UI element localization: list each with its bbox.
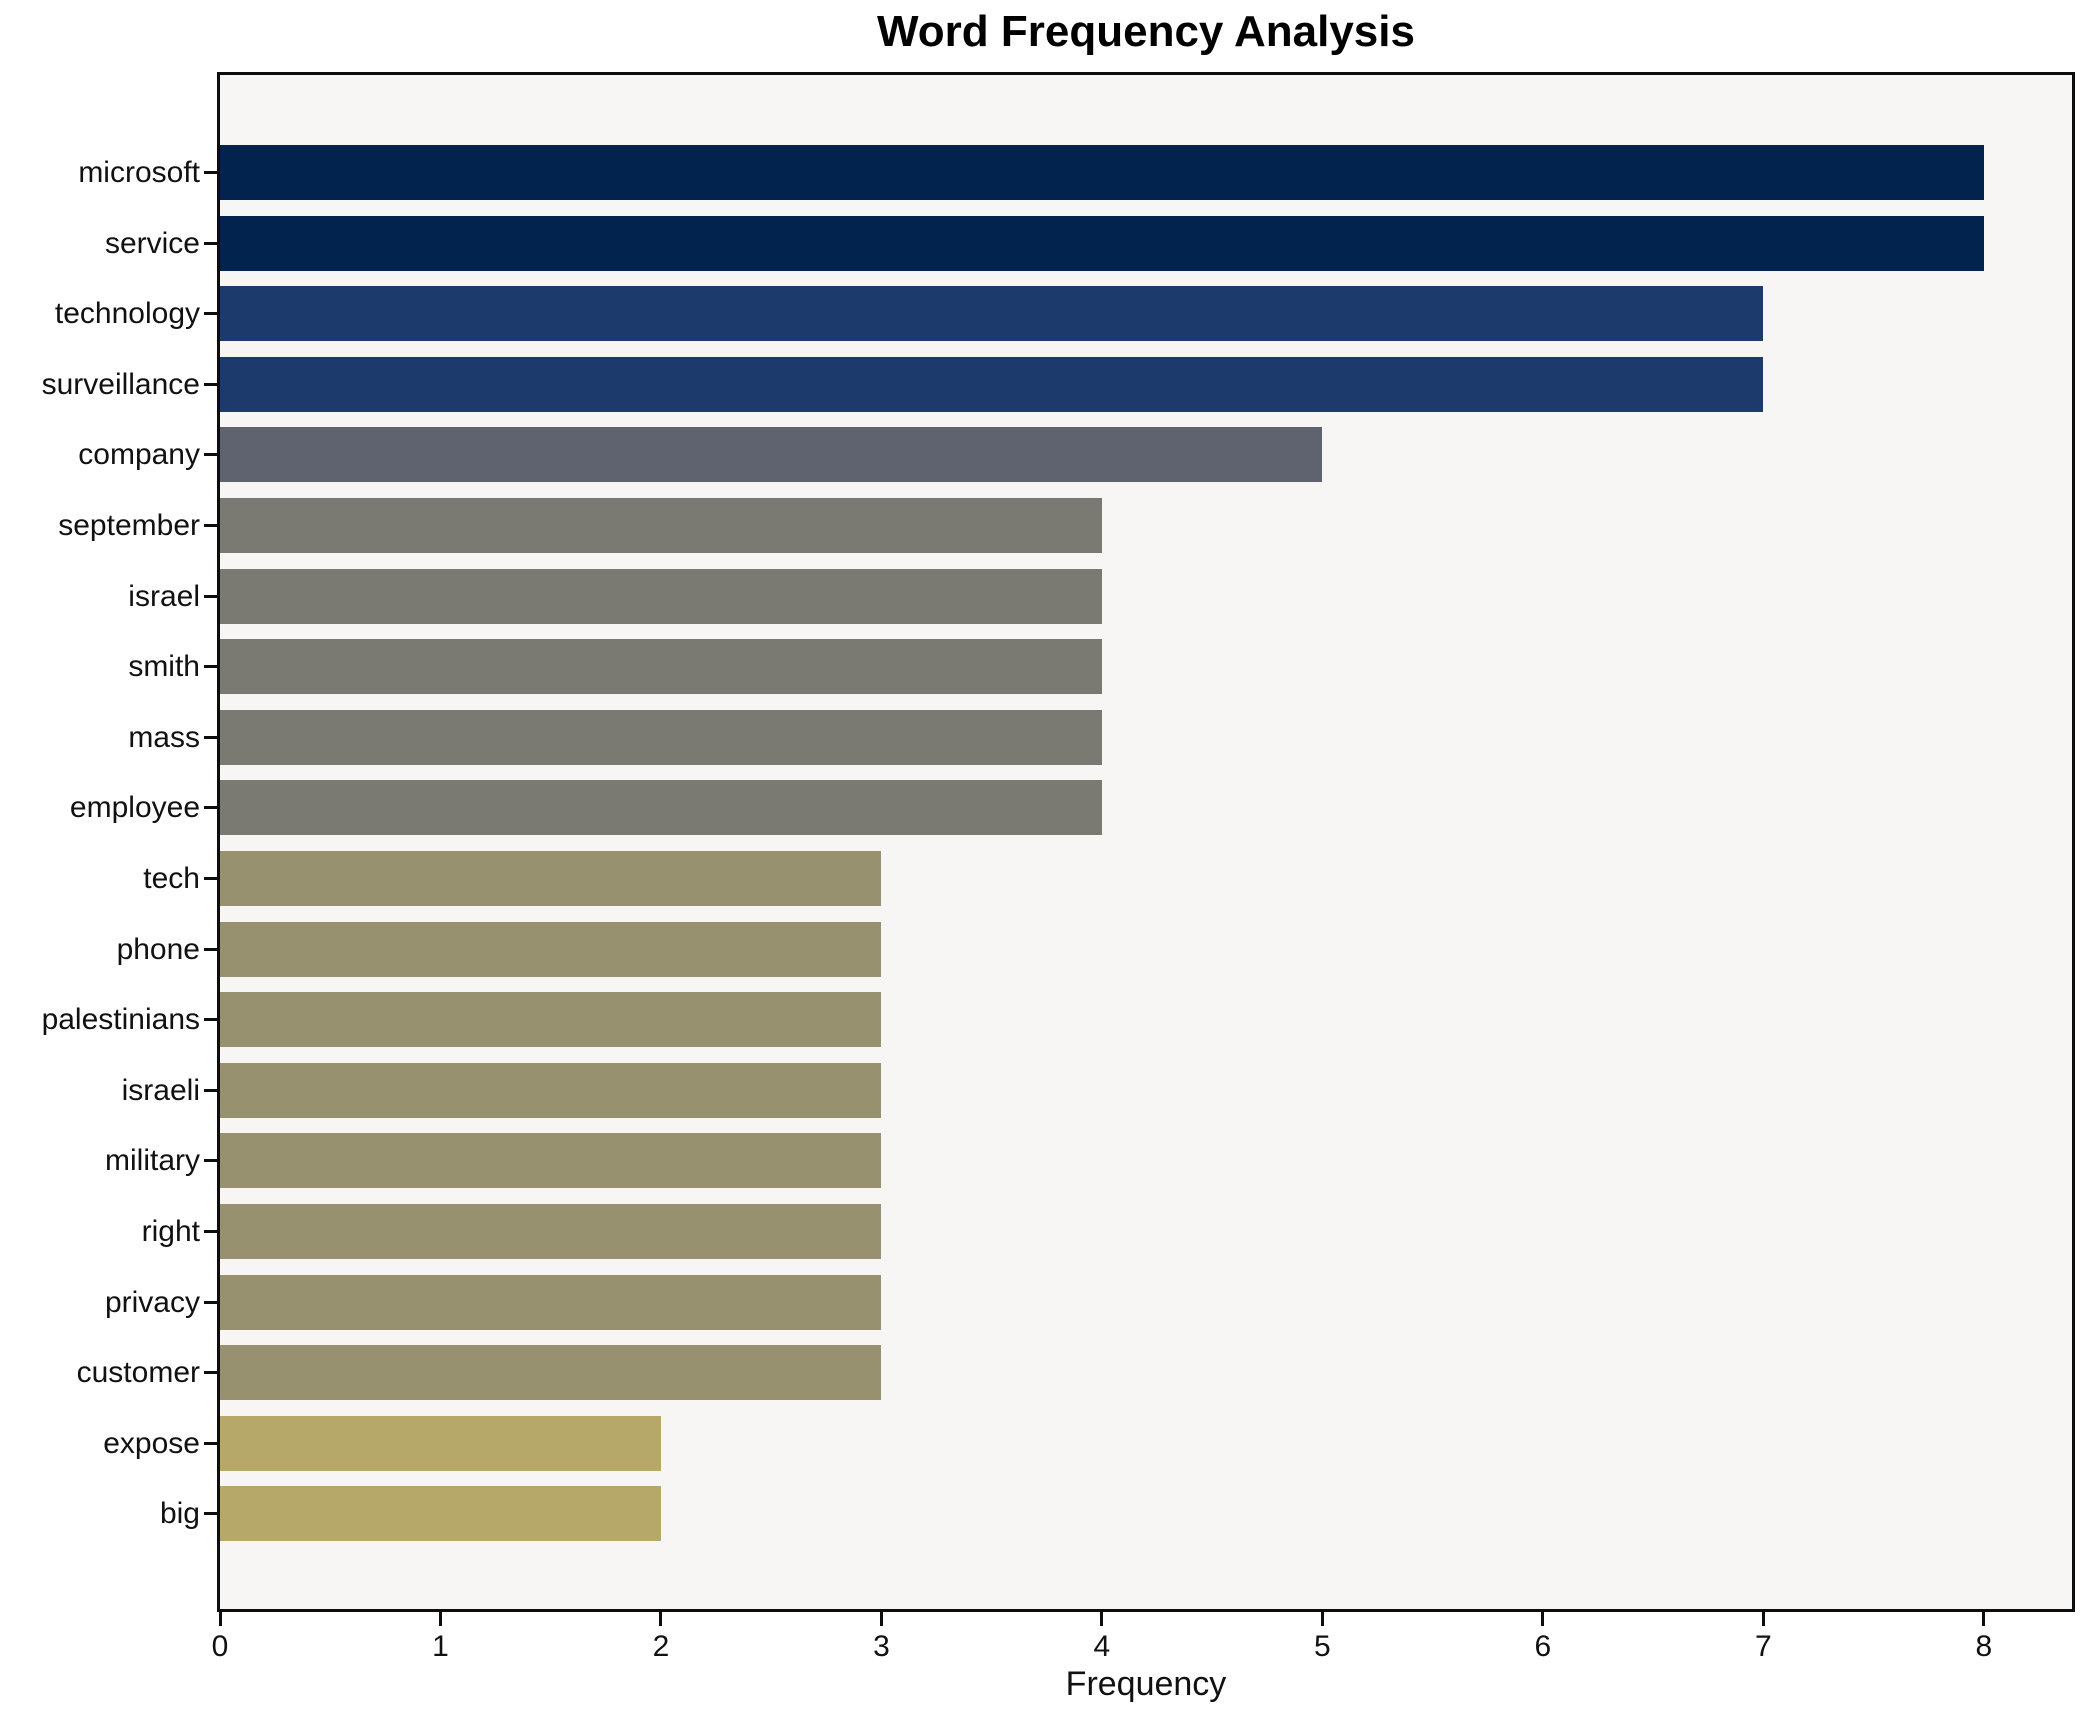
bar-military <box>220 1133 882 1189</box>
y-tick-mark <box>204 1230 217 1233</box>
y-tick-mark <box>204 806 217 810</box>
y-tick-mark <box>204 1512 217 1516</box>
bar-smith <box>220 639 1102 695</box>
y-tick-label-israeli: israeli <box>121 1073 200 1107</box>
bar-privacy <box>220 1274 882 1330</box>
y-tick-mark <box>204 1441 217 1445</box>
bar-technology <box>220 286 1764 342</box>
y-tick-label-company: company <box>78 438 200 472</box>
y-tick-mark <box>204 1088 217 1092</box>
y-tick-label-employee: employee <box>69 791 200 825</box>
bar-service <box>220 215 1984 271</box>
plot-area <box>217 72 2075 1612</box>
bar-employee <box>220 780 1102 836</box>
x-tick-label-5: 5 <box>1314 1630 1331 1663</box>
x-tick-label-7: 7 <box>1754 1630 1772 1663</box>
y-tick-label-palestinians: palestinians <box>41 1003 200 1037</box>
y-tick-label-microsoft: microsoft <box>78 156 200 189</box>
y-tick-label-surveillance: surveillance <box>41 367 200 401</box>
y-tick-mark <box>204 735 217 739</box>
y-tick-mark <box>204 241 217 245</box>
y-tick-label-expose: expose <box>103 1426 200 1460</box>
y-tick-mark <box>204 1018 217 1022</box>
x-tick-mark <box>218 1612 222 1626</box>
bar-customer <box>220 1345 882 1401</box>
y-tick-label-service: service <box>104 226 200 260</box>
x-tick-mark <box>659 1612 663 1626</box>
bar-mass <box>220 709 1102 765</box>
y-tick-mark <box>204 1371 217 1375</box>
bar-tech <box>220 851 882 906</box>
x-tick-mark <box>1100 1612 1104 1626</box>
y-tick-label-phone: phone <box>116 932 200 966</box>
y-tick-mark <box>204 312 217 316</box>
y-tick-label-big: big <box>159 1497 200 1531</box>
x-tick-mark <box>879 1612 883 1626</box>
y-tick-mark <box>204 877 217 880</box>
bar-microsoft <box>220 145 1984 200</box>
x-tick-label-1: 1 <box>432 1630 449 1663</box>
bar-israel <box>220 568 1102 624</box>
x-tick-label-4: 4 <box>1093 1630 1111 1663</box>
y-tick-mark <box>204 947 217 951</box>
x-tick-mark <box>1320 1612 1324 1626</box>
x-tick-mark <box>1541 1612 1545 1626</box>
x-tick-label-2: 2 <box>652 1630 670 1663</box>
bar-big <box>220 1486 661 1542</box>
x-tick-mark <box>1982 1612 1986 1626</box>
y-tick-label-privacy: privacy <box>104 1285 200 1319</box>
x-tick-mark <box>1761 1612 1765 1626</box>
y-tick-label-israel: israel <box>128 579 200 613</box>
y-tick-mark <box>204 171 217 174</box>
bar-surveillance <box>220 356 1764 412</box>
y-tick-mark <box>204 594 217 598</box>
x-tick-label-8: 8 <box>1975 1630 1993 1663</box>
x-tick-mark <box>438 1612 442 1626</box>
y-tick-mark <box>204 1159 217 1163</box>
bar-expose <box>220 1415 661 1471</box>
y-tick-label-tech: tech <box>143 862 200 895</box>
y-tick-mark <box>204 453 217 457</box>
y-tick-label-september: september <box>58 509 200 542</box>
y-tick-mark <box>204 524 217 527</box>
y-tick-mark <box>204 665 217 669</box>
y-tick-label-smith: smith <box>128 650 200 684</box>
bar-phone <box>220 921 882 977</box>
y-tick-label-mass: mass <box>128 720 200 754</box>
bar-palestinians <box>220 992 882 1048</box>
x-axis-label: Frequency <box>1065 1665 1227 1703</box>
bar-company <box>220 427 1323 483</box>
y-tick-label-customer: customer <box>76 1356 200 1390</box>
bar-right <box>220 1204 882 1259</box>
y-tick-mark <box>204 382 217 386</box>
y-tick-label-military: military <box>105 1144 200 1178</box>
x-tick-label-0: 0 <box>211 1630 229 1663</box>
x-tick-label-3: 3 <box>873 1630 890 1663</box>
x-tick-label-6: 6 <box>1534 1630 1552 1663</box>
chart-title: Word Frequency Analysis <box>877 7 1415 56</box>
bar-israeli <box>220 1062 882 1118</box>
y-tick-label-technology: technology <box>54 297 200 331</box>
bar-september <box>220 498 1102 553</box>
y-tick-label-right: right <box>141 1215 200 1248</box>
y-tick-mark <box>204 1300 217 1304</box>
